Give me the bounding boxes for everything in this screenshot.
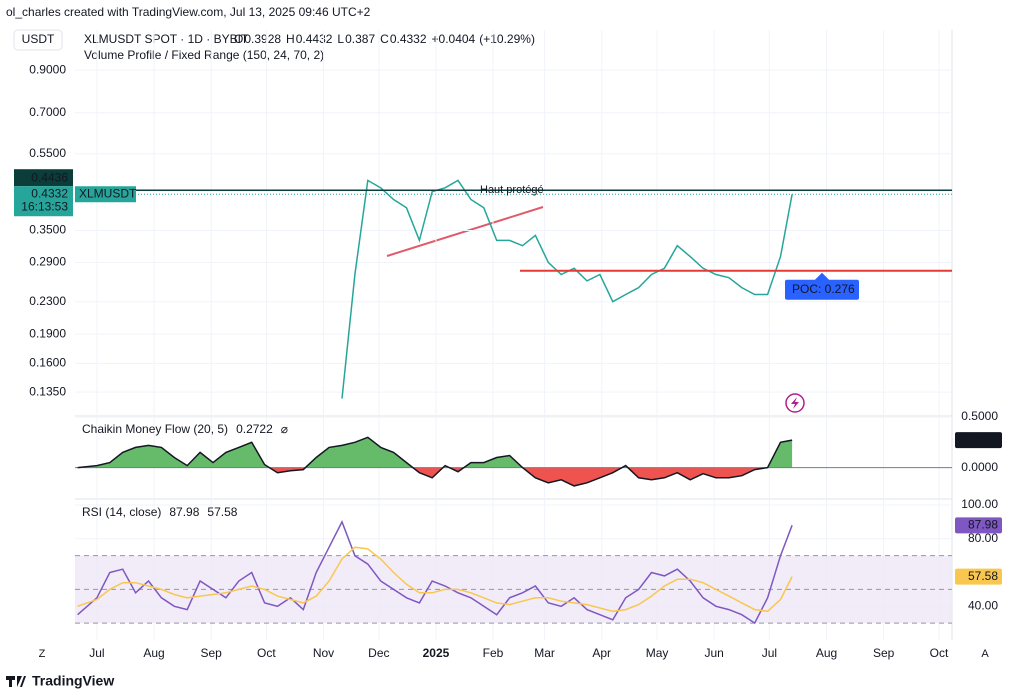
currency-box[interactable]: [13, 29, 63, 51]
value-box: [955, 568, 1002, 585]
pane-title: Chaikin Money Flow (20, 5): [82, 422, 228, 436]
y-tick-label: 80.00: [968, 531, 998, 545]
x-tick-label: Jun: [704, 646, 723, 660]
x-tick-label: Jul: [762, 646, 777, 660]
symbol-line: XLMUSDT SPOT · 1D · BYBIT: [84, 32, 249, 46]
header: ol_charles created with TradingView.com,…: [6, 5, 371, 19]
zoom-button[interactable]: Z: [39, 648, 46, 660]
value-box-label: 57.58: [968, 569, 998, 583]
rsi-line: [77, 520, 793, 625]
y-tick-label: 0.9000: [29, 62, 66, 76]
pane: [75, 500, 952, 640]
value-box-label: 0.2722: [961, 432, 998, 446]
y-tick-label: 0.2300: [29, 294, 66, 308]
y-tick-label: 0.2900: [29, 255, 66, 269]
x-tick-label: 2025: [423, 646, 450, 660]
x-tick-label: Jul: [89, 646, 104, 660]
ohlc-value: 0.387: [345, 32, 375, 46]
x-tick-label: Sep: [873, 646, 895, 660]
ohlc-label: C: [380, 32, 389, 46]
value-box: [955, 432, 1002, 449]
tv-logo: [6, 676, 26, 687]
ohlc-label: H: [286, 32, 295, 46]
x-tick-label: Oct: [930, 646, 949, 660]
poc-label: POC: 0.276: [792, 282, 855, 296]
x-tick-label: Nov: [313, 646, 334, 660]
rsi-line: [77, 546, 793, 613]
poc-pointer: [814, 272, 830, 281]
pane-title: RSI (14, close): [82, 505, 161, 519]
footer: TradingView: [32, 673, 114, 689]
rsi-band: [75, 555, 952, 624]
auto-button[interactable]: A: [981, 648, 989, 660]
y-tick-label: 0.1900: [29, 326, 66, 340]
last-price-box: [14, 186, 73, 217]
y-tick-label: 40.00: [968, 598, 998, 612]
x-tick-label: Apr: [592, 646, 611, 660]
high-box: [14, 169, 73, 187]
ohlc-label: L: [337, 32, 344, 46]
symbol-tag: XLMUSDT: [79, 186, 137, 200]
x-tick-label: Oct: [257, 646, 276, 660]
change-pct: (+10.29%): [479, 32, 535, 46]
x-tick-label: Aug: [143, 646, 164, 660]
ohlc-label: O: [234, 32, 243, 46]
y-tick-label: 0.1350: [29, 384, 66, 398]
pane: [75, 417, 952, 498]
y-tick-label: 100.00: [961, 497, 998, 511]
indicator-name: Volume Profile / Fixed Range (150, 24, 7…: [84, 48, 324, 62]
y-tick-label: 0.5000: [961, 409, 998, 423]
area-positive: [77, 437, 793, 468]
countdown: 16:13:53: [21, 199, 68, 213]
ohlc-value: 0.3928: [244, 32, 281, 46]
currency[interactable]: USDT: [22, 32, 55, 46]
x-tick-label: Dec: [368, 646, 389, 660]
pane: [75, 30, 952, 415]
x-tick-label: Mar: [534, 646, 555, 660]
annotation: Haut protégé: [480, 184, 544, 196]
last-price-label: 0.4332: [31, 186, 68, 200]
value-box-label: 87.98: [968, 518, 998, 532]
value-box: [955, 517, 1002, 534]
x-tick-label: May: [646, 646, 669, 660]
ohlc-value: 0.4332: [390, 32, 427, 46]
alert-bolt: [791, 397, 799, 409]
y-tick-label: 0.1600: [29, 355, 66, 369]
y-tick-label: 0.7000: [29, 105, 66, 119]
y-tick-label: 0.0000: [961, 460, 998, 474]
trend-line: [386, 206, 544, 257]
poc-box: [785, 279, 859, 300]
x-tick-label: Feb: [483, 646, 504, 660]
x-tick-label: Aug: [816, 646, 837, 660]
pane-value: 0.2722: [236, 422, 273, 436]
symbol-tag-box: [75, 186, 136, 203]
x-tick-label: Sep: [201, 646, 223, 660]
y-tick-label: 0.3500: [29, 223, 66, 237]
high-label: 0.4436: [31, 170, 68, 184]
pane-value: 87.98: [169, 505, 199, 519]
ohlc-value: 0.4432: [296, 32, 333, 46]
change: +0.0404: [432, 32, 476, 46]
cmf-line: [77, 436, 793, 487]
y-tick-label: 0.5500: [29, 146, 66, 160]
ohlc: O 0.3928 H 0.4432 L 0.387 C 0.4332 +0.0404 (+10.2…: [234, 32, 535, 46]
pane-value: 57.58: [207, 505, 237, 519]
pane-symbol: ⌀: [281, 422, 288, 436]
